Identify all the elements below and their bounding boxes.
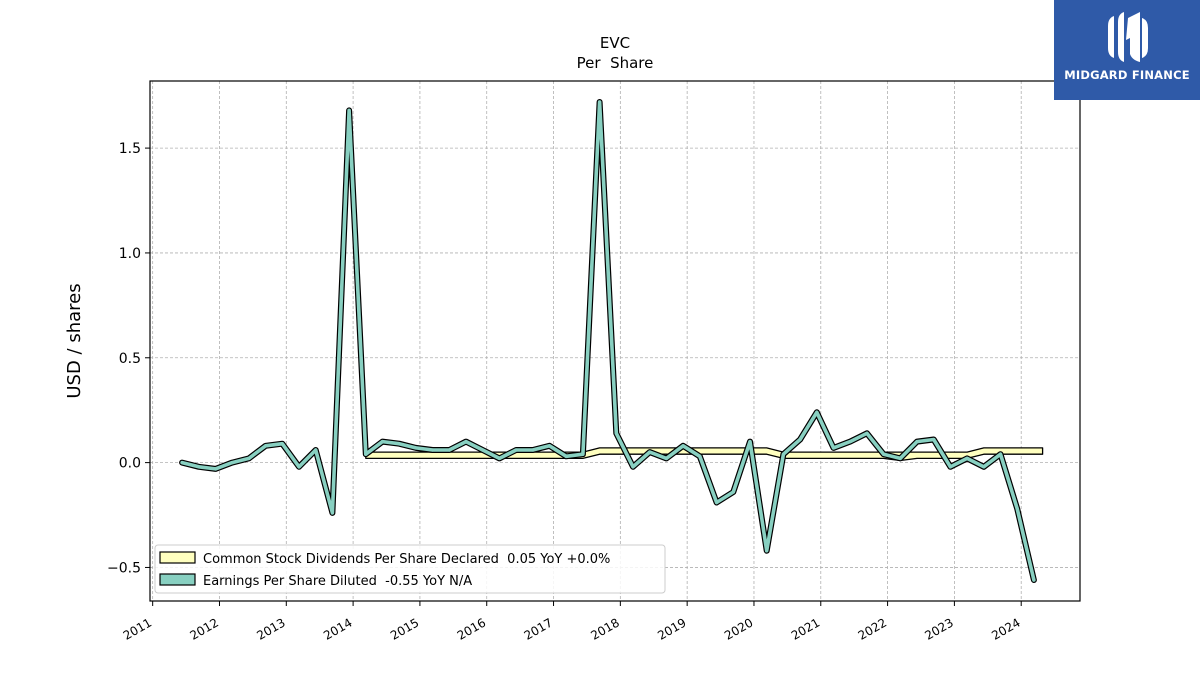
- eps-point: [297, 465, 301, 469]
- eps-point: [497, 456, 501, 460]
- chart-title: EVC: [600, 34, 630, 52]
- eps-point: [581, 452, 585, 456]
- x-tick-label: 2019: [655, 615, 688, 642]
- eps-point: [631, 465, 635, 469]
- x-tick-label: 2024: [989, 615, 1022, 642]
- eps-point: [915, 440, 919, 444]
- eps-point: [848, 440, 852, 444]
- legend-swatch-dividends: [159, 551, 196, 564]
- eps-point: [247, 456, 251, 460]
- eps-point: [514, 448, 518, 452]
- legend-label-eps: Earnings Per Share Diluted -0.55 YoY N/A: [203, 574, 472, 589]
- x-tick-label: 2011: [121, 615, 154, 642]
- eps-point: [898, 456, 902, 460]
- eps-point: [831, 446, 836, 450]
- eps-point: [213, 467, 218, 471]
- eps-point: [948, 465, 953, 469]
- x-tick-label: 2021: [789, 615, 822, 642]
- x-tick-label: 2016: [455, 615, 488, 642]
- eps-point: [230, 461, 234, 465]
- x-tick-label: 2020: [722, 615, 755, 642]
- plot-frame: [149, 80, 1081, 602]
- eps-point: [664, 456, 669, 460]
- eps-point: [731, 490, 735, 494]
- eps-point: [781, 452, 786, 456]
- x-tick-label: 2023: [922, 615, 955, 642]
- eps-point: [865, 431, 869, 435]
- eps-point: [982, 465, 986, 469]
- eps-line-outline: [179, 99, 1037, 583]
- legend-swatch-eps: [159, 573, 196, 586]
- logo-mark-icon: [1108, 12, 1148, 62]
- series-layer: [179, 99, 1044, 583]
- eps-point: [815, 410, 819, 414]
- legend-label-dividends: Common Stock Dividends Per Share Declare…: [203, 552, 610, 567]
- eps-point: [531, 448, 535, 452]
- eps-point: [614, 431, 618, 435]
- chart-subtitle: Per Share: [577, 54, 654, 72]
- eps-point: [464, 440, 468, 444]
- eps-point: [447, 448, 451, 452]
- eps-point: [965, 456, 969, 460]
- eps-point: [698, 454, 702, 458]
- eps-point: [347, 108, 351, 112]
- eps-point: [598, 100, 602, 104]
- grid-lines: [150, 81, 1080, 601]
- y-axis-label: USD / shares: [64, 283, 85, 398]
- eps-point: [932, 437, 936, 442]
- eps-point: [998, 452, 1003, 456]
- eps-point: [280, 442, 284, 446]
- eps-point: [1032, 578, 1036, 582]
- eps-point: [380, 440, 385, 444]
- eps-point: [564, 454, 568, 458]
- eps-point: [547, 444, 552, 448]
- midgard-finance-logo: MIDGARD FINANCE: [1054, 0, 1200, 100]
- eps-point: [765, 549, 769, 553]
- dividends-band: [365, 447, 1044, 462]
- x-tick-label: 2018: [588, 615, 621, 642]
- eps-line: [180, 100, 1036, 582]
- eps-point: [648, 450, 652, 454]
- eps-point: [798, 437, 802, 442]
- eps-point: [330, 511, 334, 515]
- eps-point: [748, 440, 752, 444]
- eps-point: [1015, 507, 1019, 511]
- eps-point: [681, 444, 685, 448]
- x-tick-label: 2012: [188, 615, 221, 642]
- eps-point: [481, 448, 485, 452]
- eps-point: [180, 461, 184, 465]
- logo-text: MIDGARD FINANCE: [1064, 68, 1190, 82]
- eps-point: [715, 500, 719, 505]
- eps-point: [882, 452, 886, 456]
- y-tick-label: 0.0: [119, 456, 141, 472]
- eps-point: [314, 448, 318, 452]
- eps-point: [397, 442, 401, 446]
- y-tick-label: 0.5: [119, 351, 141, 367]
- y-tick-label: −0.5: [107, 560, 141, 576]
- x-tick-label: 2013: [254, 615, 287, 642]
- eps-point: [431, 448, 435, 452]
- x-tick-label: 2014: [321, 615, 354, 642]
- eps-point: [364, 452, 368, 456]
- eps-point: [197, 465, 201, 469]
- x-tick-label: 2017: [522, 615, 555, 642]
- legend: Common Stock Dividends Per Share Declare…: [154, 544, 666, 594]
- eps-point: [414, 446, 418, 450]
- y-tick-label: 1.5: [119, 141, 141, 157]
- legend-box: [154, 544, 666, 594]
- y-tick-label: 1.0: [119, 246, 141, 262]
- eps-point: [264, 444, 268, 448]
- x-tick-label: 2022: [856, 615, 889, 642]
- x-tick-label: 2015: [388, 615, 421, 642]
